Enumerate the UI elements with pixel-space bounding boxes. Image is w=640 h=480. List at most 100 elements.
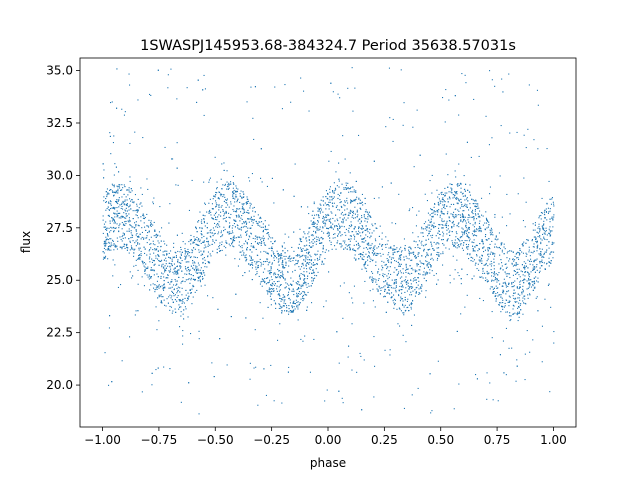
- data-point: [469, 254, 471, 256]
- data-point: [471, 198, 473, 200]
- data-point: [454, 194, 456, 196]
- data-point: [161, 272, 163, 274]
- data-point: [366, 229, 368, 231]
- data-point: [129, 205, 131, 207]
- data-point: [363, 359, 365, 361]
- data-point: [417, 277, 419, 279]
- data-point: [517, 311, 519, 313]
- data-point: [173, 289, 175, 291]
- data-point: [102, 232, 104, 234]
- data-point: [140, 238, 142, 240]
- data-point: [212, 217, 214, 219]
- data-point: [136, 233, 138, 235]
- data-point: [114, 227, 116, 229]
- data-point: [532, 285, 534, 287]
- data-point: [421, 240, 423, 242]
- data-point: [315, 231, 317, 233]
- data-point: [506, 266, 508, 268]
- data-point: [175, 256, 177, 258]
- data-point: [319, 228, 321, 230]
- data-point: [469, 191, 471, 193]
- data-point: [187, 248, 189, 250]
- data-point: [179, 256, 181, 258]
- data-point: [507, 301, 509, 303]
- data-point: [486, 222, 488, 224]
- data-point: [234, 237, 236, 239]
- data-point: [256, 260, 258, 262]
- data-point: [117, 286, 119, 288]
- data-point: [236, 224, 238, 226]
- data-point: [339, 209, 341, 211]
- data-point: [235, 187, 237, 189]
- data-point: [376, 252, 378, 254]
- data-point: [339, 243, 341, 245]
- data-point: [201, 222, 203, 224]
- data-point: [417, 253, 419, 255]
- data-point: [150, 220, 152, 222]
- data-point: [300, 238, 302, 240]
- data-point: [444, 195, 446, 197]
- data-point: [376, 227, 378, 229]
- data-point: [113, 230, 115, 232]
- data-point: [262, 226, 264, 228]
- data-point: [479, 210, 481, 212]
- data-point: [539, 262, 541, 264]
- data-point: [203, 241, 205, 243]
- data-point: [368, 255, 370, 257]
- data-point: [182, 301, 184, 303]
- data-point: [439, 200, 441, 202]
- data-point: [246, 247, 248, 249]
- data-point: [143, 262, 145, 264]
- data-point: [391, 292, 393, 294]
- data-point: [234, 220, 236, 222]
- data-point: [449, 274, 451, 276]
- data-point: [271, 250, 273, 252]
- data-point: [551, 216, 553, 218]
- data-point: [368, 251, 370, 253]
- data-point: [170, 250, 172, 252]
- data-point: [257, 404, 259, 406]
- data-point: [372, 225, 374, 227]
- data-point: [220, 232, 222, 234]
- data-point: [262, 279, 264, 281]
- data-point: [428, 238, 430, 240]
- data-point: [540, 215, 542, 217]
- data-point: [322, 226, 324, 228]
- data-point: [210, 236, 212, 238]
- data-point: [383, 261, 385, 263]
- data-point: [246, 203, 248, 205]
- data-point: [152, 269, 154, 271]
- data-point: [502, 340, 504, 342]
- data-point: [228, 182, 230, 184]
- data-point: [393, 294, 395, 296]
- data-point: [121, 215, 123, 217]
- data-point: [525, 201, 527, 203]
- data-point: [149, 261, 151, 263]
- data-point: [107, 234, 109, 236]
- data-point: [125, 203, 127, 205]
- data-point: [545, 227, 547, 229]
- data-point: [392, 140, 394, 142]
- data-point: [137, 269, 139, 271]
- data-point: [433, 225, 435, 227]
- data-point: [475, 200, 477, 202]
- data-point: [403, 306, 405, 308]
- data-point: [503, 243, 505, 245]
- data-point: [131, 248, 133, 250]
- data-point: [114, 244, 116, 246]
- data-point: [310, 220, 312, 222]
- data-point: [312, 225, 314, 227]
- data-point: [334, 189, 336, 191]
- data-point: [203, 114, 205, 116]
- data-point: [479, 276, 481, 278]
- data-point: [169, 283, 171, 285]
- data-point: [364, 262, 366, 264]
- data-point: [520, 280, 522, 282]
- data-point: [178, 276, 180, 278]
- data-point: [317, 271, 319, 273]
- data-point: [182, 313, 184, 315]
- data-point: [273, 300, 275, 302]
- data-point: [489, 186, 491, 188]
- data-point: [442, 235, 444, 237]
- data-point: [434, 203, 436, 205]
